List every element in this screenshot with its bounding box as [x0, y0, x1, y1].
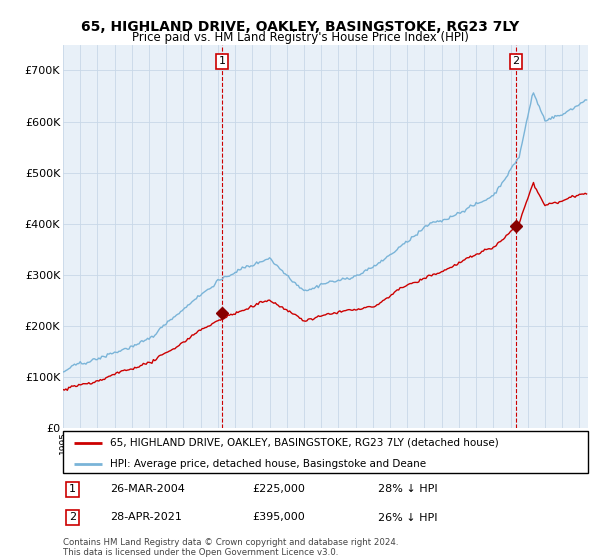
Text: 28% ↓ HPI: 28% ↓ HPI: [378, 484, 437, 494]
Text: Price paid vs. HM Land Registry's House Price Index (HPI): Price paid vs. HM Land Registry's House …: [131, 31, 469, 44]
Text: Contains HM Land Registry data © Crown copyright and database right 2024.
This d: Contains HM Land Registry data © Crown c…: [63, 538, 398, 557]
Text: 28-APR-2021: 28-APR-2021: [110, 512, 182, 522]
Text: 26-MAR-2004: 26-MAR-2004: [110, 484, 185, 494]
Text: HPI: Average price, detached house, Basingstoke and Deane: HPI: Average price, detached house, Basi…: [110, 459, 427, 469]
Text: £395,000: £395,000: [252, 512, 305, 522]
Text: 26% ↓ HPI: 26% ↓ HPI: [378, 512, 437, 522]
Text: 65, HIGHLAND DRIVE, OAKLEY, BASINGSTOKE, RG23 7LY (detached house): 65, HIGHLAND DRIVE, OAKLEY, BASINGSTOKE,…: [110, 438, 499, 448]
Text: 2: 2: [69, 512, 76, 522]
Text: 1: 1: [69, 484, 76, 494]
FancyBboxPatch shape: [63, 431, 588, 473]
Text: 65, HIGHLAND DRIVE, OAKLEY, BASINGSTOKE, RG23 7LY: 65, HIGHLAND DRIVE, OAKLEY, BASINGSTOKE,…: [81, 20, 519, 34]
Text: £225,000: £225,000: [252, 484, 305, 494]
Text: 1: 1: [218, 57, 226, 66]
Text: 2: 2: [512, 57, 520, 66]
